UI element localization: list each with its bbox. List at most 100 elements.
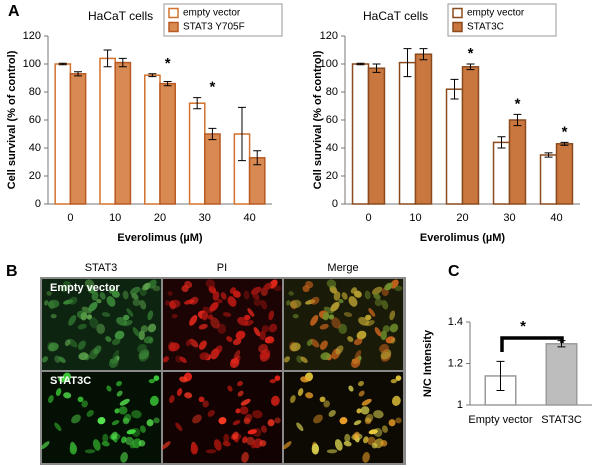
error-bar — [208, 127, 217, 141]
cell — [347, 336, 354, 342]
cell — [110, 431, 118, 440]
cell — [380, 440, 388, 447]
cell — [363, 436, 369, 444]
cell — [270, 395, 280, 406]
cell — [149, 395, 159, 406]
cell — [218, 417, 227, 425]
cell — [373, 293, 381, 300]
cell — [354, 350, 362, 361]
cell — [119, 398, 130, 406]
cell — [390, 378, 397, 384]
y-tick-label: 120 — [23, 30, 41, 42]
cell — [374, 298, 383, 307]
cell — [146, 419, 154, 427]
cell — [338, 298, 344, 304]
x-tick-label: 30 — [503, 212, 515, 224]
y-tick-label: 20 — [326, 170, 338, 182]
cell — [306, 339, 313, 347]
cell — [55, 388, 62, 396]
cell — [46, 291, 52, 296]
legend-label: empty vector — [467, 8, 525, 19]
cell — [220, 292, 227, 300]
cell — [108, 358, 119, 368]
cell — [250, 442, 257, 449]
y-tick-label: 60 — [29, 114, 41, 126]
cell — [374, 327, 382, 337]
cell — [338, 323, 348, 335]
cell — [168, 299, 181, 309]
x-tick-label: 20 — [154, 212, 166, 224]
cell — [241, 452, 249, 463]
y-tick-label: 60 — [326, 114, 338, 126]
cell — [368, 308, 376, 317]
cell — [122, 417, 130, 425]
cell — [68, 314, 77, 326]
cell — [344, 433, 351, 443]
cell — [137, 343, 147, 353]
error-bar — [163, 81, 172, 87]
cell — [381, 425, 388, 433]
cell — [350, 358, 361, 368]
cell — [161, 441, 171, 450]
cell — [147, 310, 154, 321]
cell — [259, 330, 266, 341]
x-axis-label: Everolimus (µM) — [420, 232, 506, 244]
cell — [273, 285, 282, 292]
cell — [286, 300, 291, 306]
cell — [63, 392, 72, 399]
cell — [108, 287, 115, 294]
cell — [379, 343, 389, 353]
error-bar — [372, 63, 381, 73]
cell — [138, 440, 146, 447]
cell — [263, 282, 272, 291]
legend-swatch — [452, 7, 463, 19]
x-tick-label: 0 — [365, 212, 371, 224]
error-bar — [513, 113, 522, 127]
cell — [148, 337, 154, 344]
x-tick-label: 40 — [243, 212, 255, 224]
cell — [91, 291, 99, 301]
error-bar — [560, 141, 569, 146]
cell — [371, 442, 378, 449]
cell — [320, 352, 331, 361]
y-tick-label: 40 — [326, 142, 338, 154]
y-tick-label: 40 — [29, 142, 41, 154]
bar — [555, 143, 574, 205]
significance-mark: * — [520, 318, 526, 335]
cell — [184, 392, 193, 399]
cell — [258, 343, 268, 353]
cell — [365, 314, 372, 321]
cell — [352, 431, 360, 440]
cell — [229, 358, 240, 368]
column-label: Merge — [327, 262, 358, 274]
error-bar — [544, 152, 553, 158]
error-bar — [237, 106, 246, 162]
row-label: Empty vector — [50, 282, 120, 294]
cell — [185, 339, 192, 347]
cell — [205, 279, 216, 289]
cell — [237, 390, 244, 397]
cell — [163, 356, 170, 363]
y-tick-label: 0 — [332, 198, 338, 210]
cell — [260, 425, 267, 433]
cell — [284, 356, 291, 363]
y-tick-label: 1 — [457, 399, 463, 411]
cell — [147, 323, 157, 333]
cell — [385, 336, 396, 344]
cell — [358, 390, 365, 397]
cell — [253, 298, 262, 307]
cell — [362, 452, 370, 463]
cell — [131, 293, 139, 300]
bar — [508, 119, 527, 205]
cell — [198, 396, 205, 403]
y-tick-label: 1.4 — [448, 316, 463, 328]
cell — [96, 298, 102, 304]
cell — [244, 413, 253, 423]
cell — [179, 376, 188, 383]
cell — [364, 290, 371, 300]
cell — [199, 352, 210, 361]
cell — [253, 327, 261, 337]
error-bar — [103, 49, 112, 68]
cell — [58, 356, 66, 363]
